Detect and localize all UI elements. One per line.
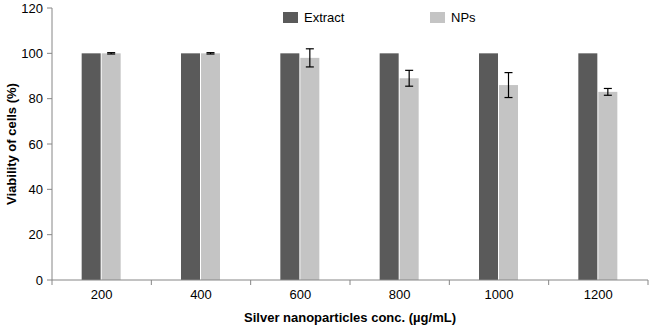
- x-tick-label: 600: [289, 287, 311, 302]
- error-bar: [604, 88, 612, 95]
- error-stem: [508, 73, 509, 98]
- x-tick: [250, 280, 251, 285]
- error-stem: [309, 49, 310, 67]
- y-tick: [47, 53, 52, 54]
- error-bar: [207, 53, 215, 54]
- y-tick: [47, 8, 52, 9]
- y-tick-label: 0: [36, 273, 43, 288]
- y-tick-label: 120: [21, 1, 43, 16]
- chart-container: 0 20 40 60 80 100 120 200 400 600 800 1000 1200 Silve…: [0, 0, 650, 334]
- error-cap: [207, 52, 215, 53]
- y-tick-label: 20: [29, 227, 43, 242]
- error-bar: [306, 49, 314, 67]
- x-tick: [548, 280, 549, 285]
- x-tick: [52, 280, 53, 285]
- legend-label: NPs: [451, 10, 476, 25]
- y-axis-title: Viability of cells (%): [4, 83, 19, 205]
- x-tick: [151, 280, 152, 285]
- bar: [578, 53, 597, 280]
- bar: [479, 53, 498, 280]
- x-tick-label: 1200: [584, 287, 613, 302]
- legend: Extract NPs: [283, 10, 476, 25]
- error-cap: [604, 95, 612, 96]
- error-cap: [505, 97, 513, 98]
- bar: [280, 53, 299, 280]
- legend-swatch: [430, 12, 445, 23]
- error-bar: [405, 70, 413, 86]
- legend-swatch: [283, 12, 298, 23]
- x-tick-label: 800: [389, 287, 411, 302]
- bar: [380, 53, 399, 280]
- x-tick-label: 200: [91, 287, 113, 302]
- error-cap: [505, 72, 513, 73]
- error-cap: [107, 53, 115, 54]
- bar: [102, 53, 121, 280]
- error-cap: [306, 48, 314, 49]
- x-tick: [350, 280, 351, 285]
- error-cap: [405, 86, 413, 87]
- y-tick-label: 60: [29, 137, 43, 152]
- error-cap: [207, 53, 215, 54]
- bars: [82, 49, 618, 280]
- error-cap: [604, 88, 612, 89]
- bar: [300, 58, 319, 280]
- y-tick: [47, 98, 52, 99]
- error-bar: [505, 73, 513, 98]
- x-axis-title: Silver nanoparticles conc. (µg/mL): [244, 310, 456, 325]
- bar: [201, 53, 220, 280]
- error-cap: [306, 66, 314, 67]
- bar: [181, 53, 200, 280]
- y-tick-label: 100: [21, 46, 43, 61]
- error-bar: [107, 53, 115, 54]
- bar: [499, 85, 518, 280]
- x-tick-label: 400: [190, 287, 212, 302]
- y-tick: [47, 234, 52, 235]
- y-tick-label: 40: [29, 182, 43, 197]
- error-stem: [607, 88, 608, 95]
- error-cap: [405, 70, 413, 71]
- chart-svg: 0 20 40 60 80 100 120 200 400 600 800 1000 1200 Silve…: [0, 0, 650, 334]
- bar: [598, 92, 617, 280]
- x-tick: [449, 280, 450, 285]
- x-tick-label: 1000: [485, 287, 514, 302]
- y-tick: [47, 280, 52, 281]
- x-tick: [648, 280, 649, 285]
- bar: [400, 78, 419, 280]
- y-tick-label: 80: [29, 91, 43, 106]
- bar: [82, 53, 101, 280]
- y-tick: [47, 144, 52, 145]
- error-stem: [409, 70, 410, 86]
- error-cap: [107, 52, 115, 53]
- legend-label: Extract: [304, 10, 345, 25]
- y-tick: [47, 189, 52, 190]
